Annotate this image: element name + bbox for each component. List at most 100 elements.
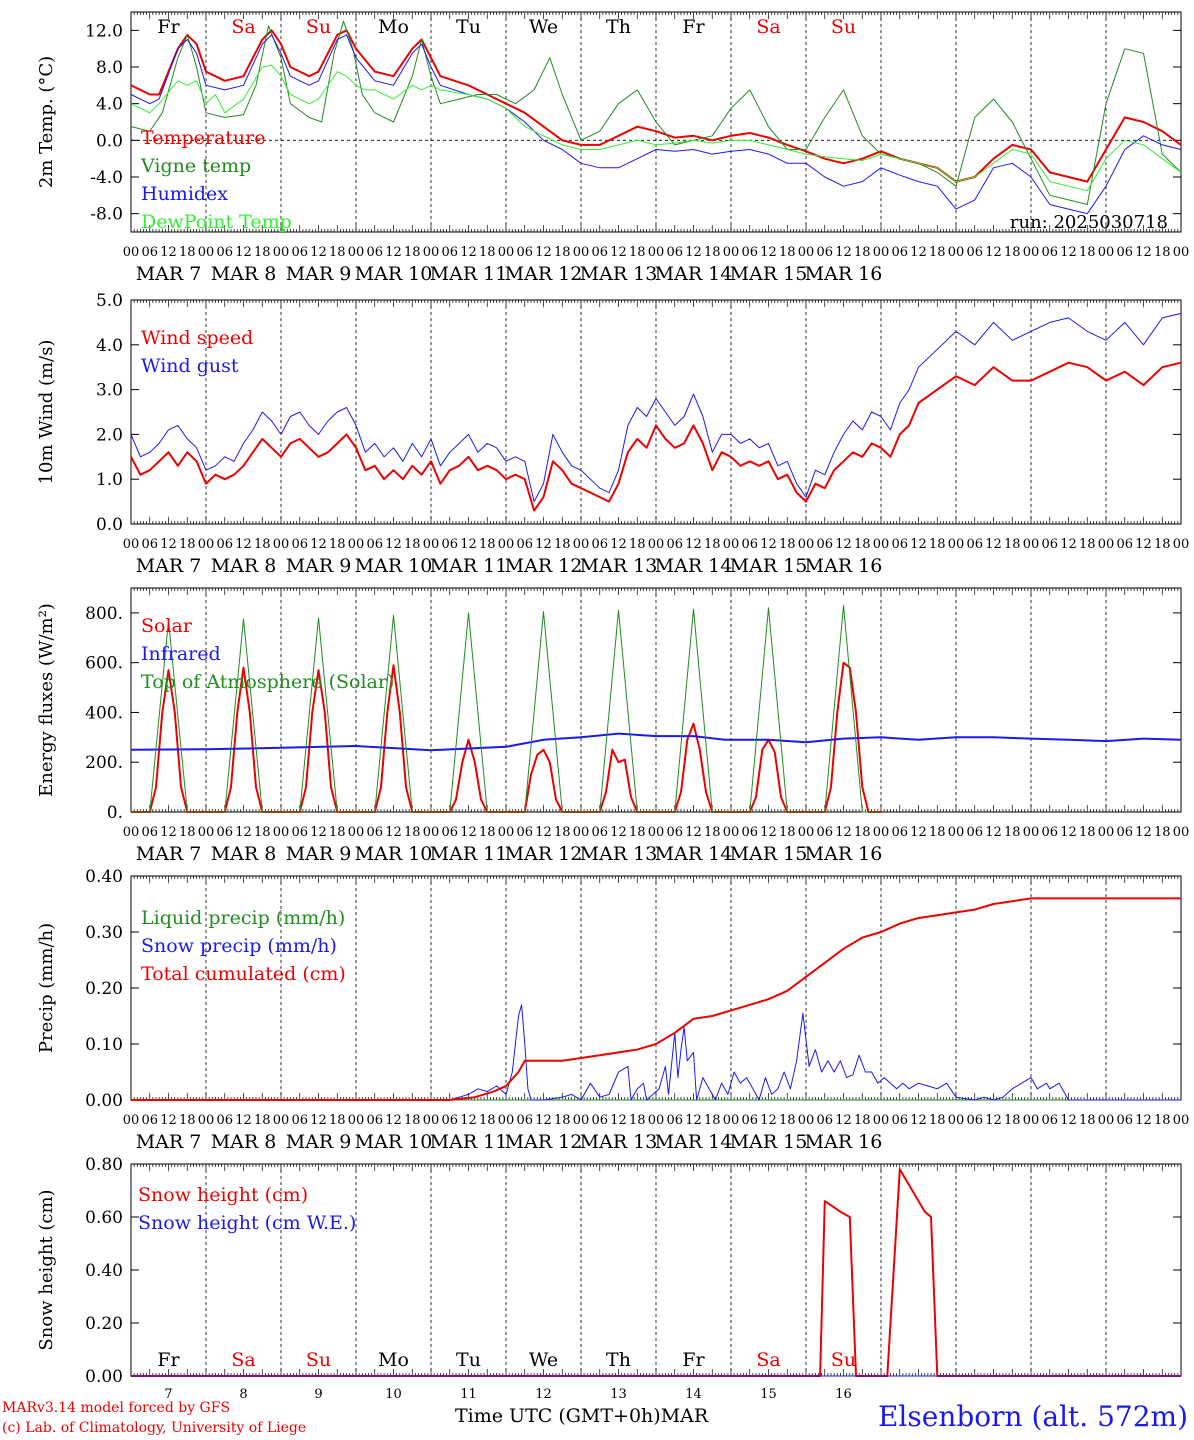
x-hour-label: 12: [535, 245, 552, 260]
x-hour-label: 18: [704, 825, 721, 840]
x-hour-label: 00: [348, 245, 365, 260]
day-name-label: Fr: [682, 1349, 705, 1371]
x-hour-label: 00: [1098, 245, 1115, 260]
x-hour-label: 18: [479, 825, 496, 840]
x-hour-label: 18: [1154, 537, 1171, 552]
x-hour-label: 12: [610, 1113, 627, 1128]
x-hour-label: 00: [423, 1113, 440, 1128]
x-hour-label: 18: [1154, 1113, 1171, 1128]
x-hour-label: 00: [723, 537, 740, 552]
x-hour-label: 00: [723, 825, 740, 840]
x-hour-label: 00: [123, 245, 140, 260]
x-hour-label: 06: [966, 825, 983, 840]
x-date-label: MAR 7: [136, 843, 202, 865]
x-hour-label: 06: [741, 825, 758, 840]
legend-entry: Vigne temp: [140, 155, 251, 177]
x-hour-label: 06: [741, 245, 758, 260]
x-hour-label: 06: [366, 1113, 383, 1128]
time-axis-label: Time UTC (GMT+0h)MAR: [455, 1405, 709, 1427]
x-hour-label: 18: [554, 245, 571, 260]
x-hour-label: 06: [291, 245, 308, 260]
x-hour-label: 18: [404, 825, 421, 840]
x-hour-label: 12: [760, 537, 777, 552]
y-tick-label: 0.10: [85, 1035, 123, 1055]
panel-frame: [130, 587, 1182, 813]
x-hour-label: 00: [1023, 537, 1040, 552]
x-hour-label: 12: [160, 537, 177, 552]
x-date-label: MAR 15: [730, 555, 808, 577]
x-hour-label: 00: [198, 825, 215, 840]
x-hour-label: 00: [273, 1113, 290, 1128]
x-hour-label: 12: [685, 825, 702, 840]
x-hour-label: 18: [629, 1113, 646, 1128]
x-hour-label: 12: [310, 825, 327, 840]
y-tick-label: 5.0: [96, 291, 123, 311]
x-hour-label: 06: [966, 537, 983, 552]
x-hour-label: 12: [310, 1113, 327, 1128]
x-hour-label: 18: [254, 825, 271, 840]
x-hour-label: 18: [1079, 1113, 1096, 1128]
x-date-label: MAR 8: [211, 1131, 277, 1153]
x-hour-label: 18: [1004, 537, 1021, 552]
y-tick-label: -4.0: [90, 168, 123, 188]
x-hour-label: 00: [1098, 537, 1115, 552]
x-hour-label: 18: [479, 245, 496, 260]
x-hour-label: 00: [123, 537, 140, 552]
x-hour-label: 12: [385, 1113, 402, 1128]
legend-entry: Top of Atmosphere (Solar): [141, 671, 394, 693]
x-hour-label: 06: [1116, 245, 1133, 260]
x-hour-label: 12: [1135, 825, 1152, 840]
x-hour-label: 00: [273, 537, 290, 552]
x-hour-label: 12: [835, 245, 852, 260]
x-hour-label: 06: [741, 1113, 758, 1128]
x-hour-label: 18: [554, 537, 571, 552]
x-hour-label: 18: [854, 825, 871, 840]
x-hour-label: 18: [1079, 245, 1096, 260]
x-hour-label: 12: [310, 537, 327, 552]
x-hour-label: 06: [141, 825, 158, 840]
x-hour-label: 12: [460, 537, 477, 552]
x-hour-label: 00: [348, 1113, 365, 1128]
x-hour-label: 12: [1060, 537, 1077, 552]
x-hour-label: 06: [591, 1113, 608, 1128]
x-hour-label: 18: [929, 537, 946, 552]
x-hour-label: 06: [441, 245, 458, 260]
x-hour-label: 06: [966, 1113, 983, 1128]
x-hour-label: 06: [891, 537, 908, 552]
run-label: run: 2025030718: [1010, 212, 1168, 233]
x-hour-label: 00: [198, 537, 215, 552]
x-hour-label: 12: [760, 825, 777, 840]
y-tick-label: 0.40: [85, 1261, 123, 1281]
x-hour-label: 18: [779, 537, 796, 552]
x-hour-label: 06: [891, 1113, 908, 1128]
x-hour-label: 06: [1041, 825, 1058, 840]
x-hour-label: 18: [1004, 245, 1021, 260]
x-date-label: MAR 12: [505, 263, 583, 285]
x-hour-label: 06: [666, 245, 683, 260]
x-hour-label: 12: [235, 245, 252, 260]
x-hour-label: 18: [779, 1113, 796, 1128]
x-date-label: MAR 7: [136, 555, 202, 577]
x-hour-label: 06: [441, 825, 458, 840]
x-hour-label: 12: [685, 537, 702, 552]
x-hour-label: 06: [666, 537, 683, 552]
x-hour-label: 12: [910, 537, 927, 552]
x-hour-label: 18: [704, 537, 721, 552]
x-hour-label: 00: [423, 245, 440, 260]
x-hour-label: 12: [910, 1113, 927, 1128]
x-hour-label: 06: [291, 825, 308, 840]
x-hour-label: 00: [573, 537, 590, 552]
x-date-label: MAR 8: [211, 843, 277, 865]
x-hour-label: 12: [985, 825, 1002, 840]
x-hour-label: 00: [1173, 825, 1190, 840]
y-tick-label: 0.20: [85, 979, 123, 999]
x-hour-label: 00: [573, 825, 590, 840]
x-hour-label: 12: [235, 825, 252, 840]
y-axis-label: Energy fluxes (W/m²): [36, 603, 57, 797]
day-name-label: Tu: [456, 1349, 481, 1371]
x-hour-label: 06: [666, 1113, 683, 1128]
x-hour-label: 18: [1154, 825, 1171, 840]
y-tick-label: 0.00: [85, 1367, 123, 1387]
x-hour-label: 00: [198, 1113, 215, 1128]
meteogram-svg: 12.0 8.0 4.0 0.0 -4.0 -8.0 2m Temp. (°C) Temper…: [36, 11, 1190, 1402]
